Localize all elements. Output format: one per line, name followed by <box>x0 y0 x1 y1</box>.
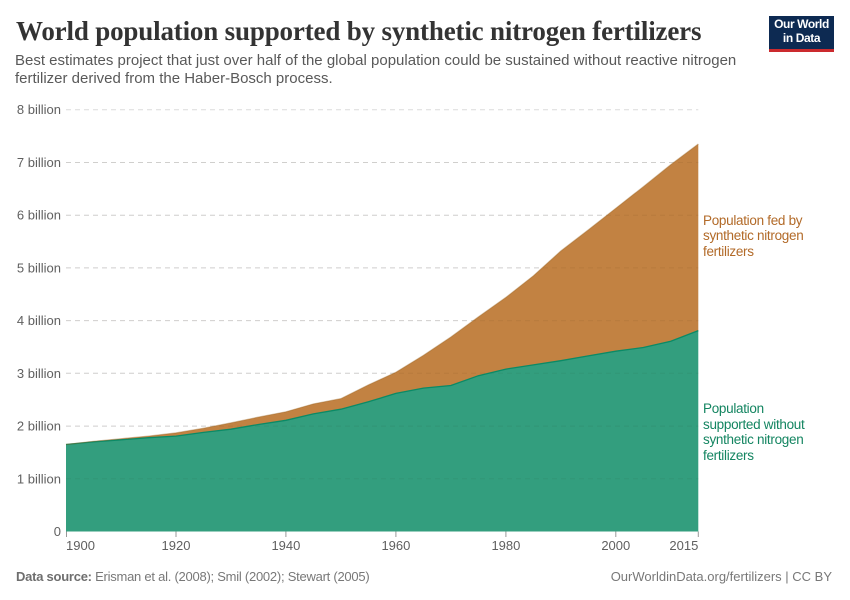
svg-text:8 billion: 8 billion <box>17 102 61 117</box>
svg-text:2 billion: 2 billion <box>17 419 61 434</box>
svg-text:1 billion: 1 billion <box>17 471 61 486</box>
svg-text:1960: 1960 <box>381 538 410 553</box>
svg-text:6 billion: 6 billion <box>17 208 61 223</box>
svg-text:2000: 2000 <box>601 538 630 553</box>
svg-text:2015: 2015 <box>669 538 698 553</box>
svg-text:3 billion: 3 billion <box>17 366 61 381</box>
svg-text:1940: 1940 <box>271 538 300 553</box>
svg-text:1980: 1980 <box>491 538 520 553</box>
svg-text:5 billion: 5 billion <box>17 260 61 275</box>
svg-text:4 billion: 4 billion <box>17 313 61 328</box>
svg-text:0: 0 <box>54 524 61 539</box>
svg-text:7 billion: 7 billion <box>17 155 61 170</box>
svg-text:1900: 1900 <box>66 538 95 553</box>
svg-text:1920: 1920 <box>162 538 191 553</box>
